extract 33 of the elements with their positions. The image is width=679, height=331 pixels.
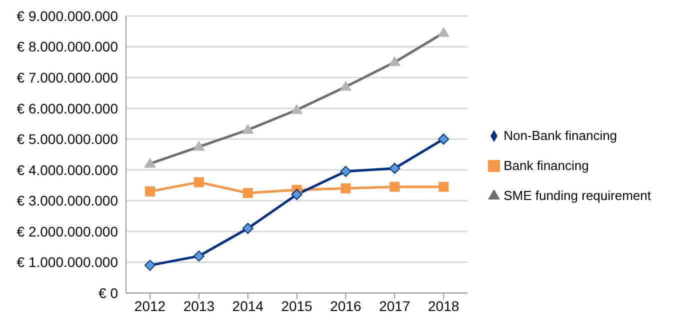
x-tick-label: 2017 bbox=[379, 298, 410, 314]
point bbox=[242, 188, 253, 198]
y-tick-label: € 6.000.000.000 bbox=[16, 100, 118, 116]
point bbox=[438, 134, 450, 145]
x-tick-label: 2018 bbox=[428, 298, 460, 314]
point bbox=[193, 250, 204, 262]
y-tick-label: € 4.000.000.000 bbox=[16, 162, 118, 178]
legend-label: SME funding requirement bbox=[504, 188, 651, 202]
y-tick-label: € 3.000.000.000 bbox=[16, 192, 118, 209]
point bbox=[291, 189, 302, 200]
point bbox=[194, 177, 204, 188]
legend-label: Non-Bank financing bbox=[504, 128, 618, 142]
x-tick-label: 2015 bbox=[281, 298, 313, 314]
point bbox=[340, 166, 352, 177]
y-tick-label: € 9.000.000.000 bbox=[16, 8, 118, 24]
y-tick-label: € 5.000.000.000 bbox=[16, 131, 118, 148]
point bbox=[145, 186, 155, 196]
y-tick-label: € 0 bbox=[98, 284, 118, 301]
y-tick-label: € 7.000.000.000 bbox=[16, 70, 118, 86]
legend-label: Bank financing bbox=[504, 158, 589, 172]
y-tick-label: € 1.000.000.000 bbox=[16, 254, 118, 270]
x-tick-label: 2014 bbox=[232, 298, 264, 314]
point bbox=[340, 183, 351, 194]
y-tick-label: € 2.000.000.000 bbox=[16, 223, 118, 240]
x-tick-label: 2013 bbox=[183, 298, 215, 314]
point bbox=[438, 182, 449, 192]
point bbox=[144, 260, 156, 271]
y-tick-label: € 8.000.000.000 bbox=[16, 38, 118, 55]
x-tick-label: 2016 bbox=[330, 298, 362, 314]
point bbox=[242, 222, 254, 234]
point bbox=[389, 162, 400, 174]
x-tick-label: 2012 bbox=[134, 298, 166, 314]
point bbox=[390, 182, 400, 192]
